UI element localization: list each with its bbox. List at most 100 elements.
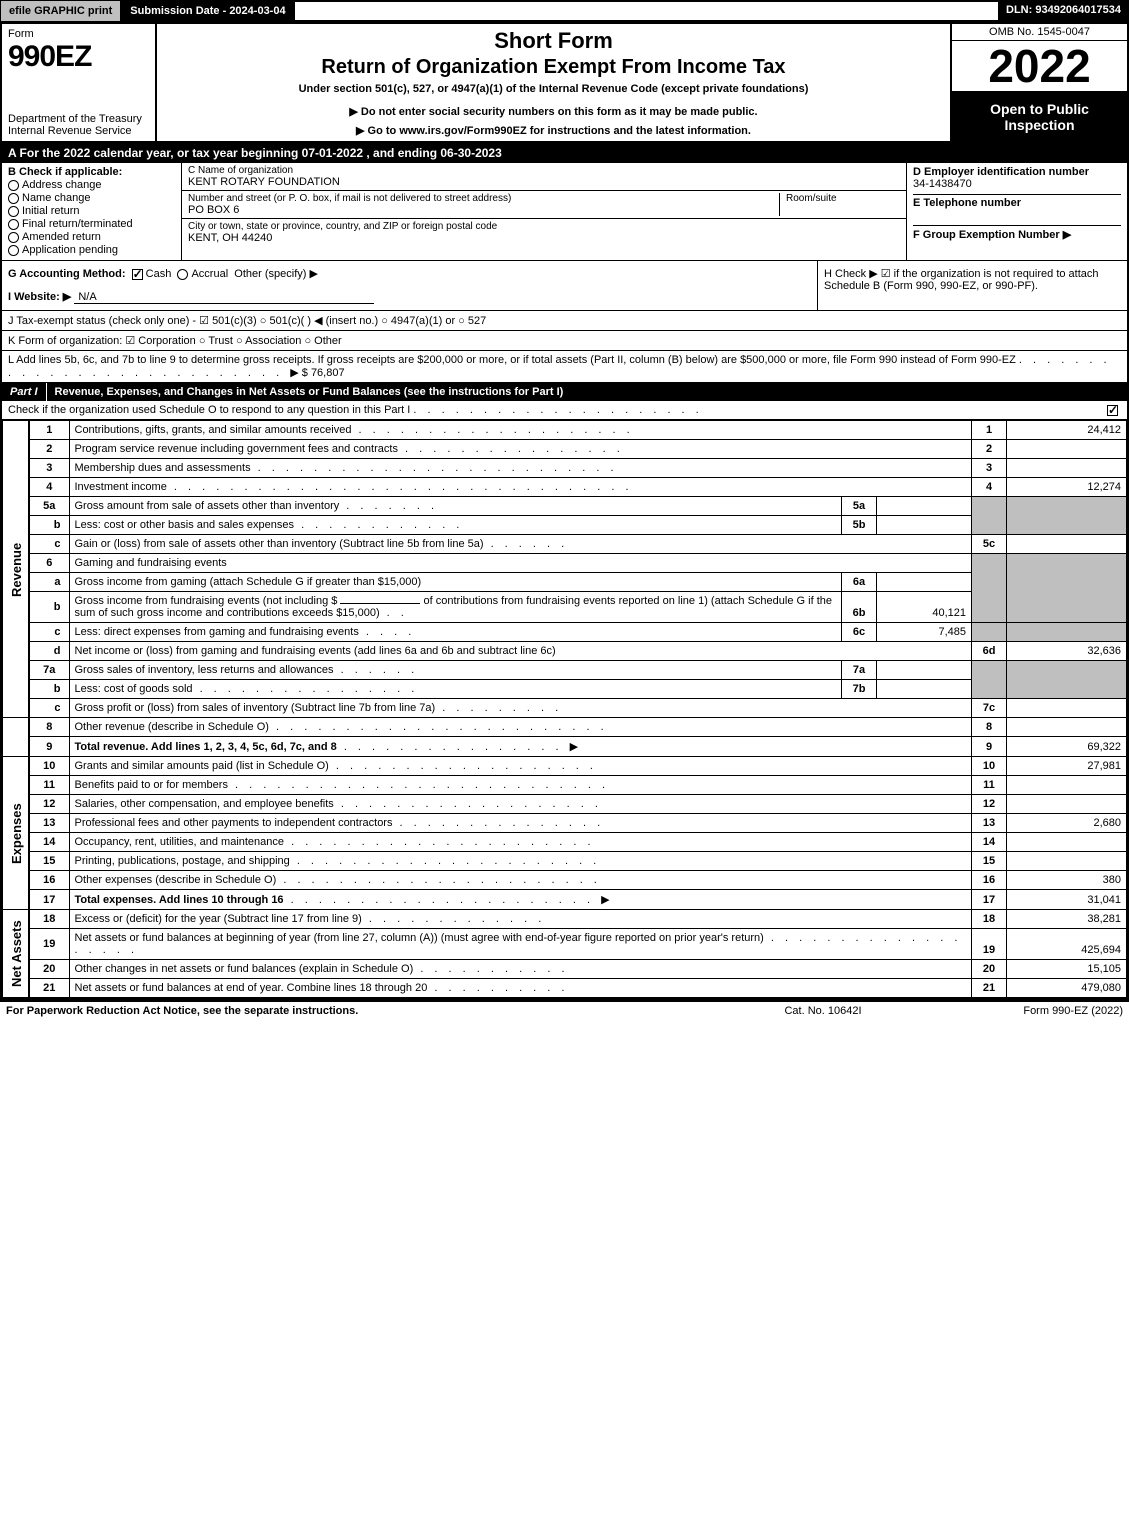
line-20-desc: Other changes in net assets or fund bala…: [69, 960, 972, 979]
line-20-ref: 20: [972, 960, 1007, 979]
check-final-return[interactable]: Final return/terminated: [8, 218, 175, 230]
check-cash[interactable]: [132, 269, 143, 280]
part-1-header: Part I Revenue, Expenses, and Changes in…: [2, 383, 1127, 401]
line-8-amount: [1007, 718, 1127, 737]
line-8-no: 8: [29, 718, 69, 737]
line-4-desc: Investment income . . . . . . . . . . . …: [69, 478, 972, 497]
line-7c-ref: 7c: [972, 699, 1007, 718]
form-header: Form 990EZ Department of the Treasury In…: [2, 24, 1127, 143]
line-12-desc: Salaries, other compensation, and employ…: [69, 795, 972, 814]
line-9-amount: 69,322: [1007, 737, 1127, 757]
row-l-amount: ▶ $ 76,807: [290, 367, 344, 379]
line-6c-shaded: [972, 623, 1007, 642]
col-g-i: G Accounting Method: Cash Accrual Other …: [2, 261, 817, 310]
line-7c-desc: Gross profit or (loss) from sales of inv…: [69, 699, 972, 718]
line-9-ref: 9: [972, 737, 1007, 757]
line-5c-desc: Gain or (loss) from sale of assets other…: [69, 535, 972, 554]
line-6b-desc: Gross income from fundraising events (no…: [69, 592, 842, 623]
line-6d-desc: Net income or (loss) from gaming and fun…: [69, 642, 972, 661]
room-label: Room/suite: [786, 193, 900, 204]
website-value: N/A: [74, 291, 374, 304]
line-7c-amount: [1007, 699, 1127, 718]
line-5b-no: b: [29, 516, 69, 535]
line-6b-inner-no: 6b: [842, 592, 877, 623]
line-5c-ref: 5c: [972, 535, 1007, 554]
schedule-o-text: Check if the organization used Schedule …: [8, 404, 1101, 416]
line-15-amount: [1007, 852, 1127, 871]
line-2-amount: [1007, 440, 1127, 459]
line-7a-no: 7a: [29, 661, 69, 680]
topbar-spacer: [295, 0, 998, 22]
line-17-ref: 17: [972, 890, 1007, 910]
line-7-shaded-amt: [1007, 661, 1127, 699]
line-5b-inner-no: 5b: [842, 516, 877, 535]
check-amended-return[interactable]: Amended return: [8, 231, 175, 243]
line-17-no: 17: [29, 890, 69, 910]
city-value: KENT, OH 44240: [188, 232, 900, 244]
row-k: K Form of organization: ☑ Corporation ○ …: [2, 331, 1127, 351]
check-accrual[interactable]: [177, 269, 188, 280]
form-label: Form: [8, 28, 149, 40]
line-6b-no: b: [29, 592, 69, 623]
row-l: L Add lines 5b, 6c, and 7b to line 9 to …: [2, 351, 1127, 383]
header-center: Short Form Return of Organization Exempt…: [157, 24, 952, 141]
line-5-shaded: [972, 497, 1007, 535]
schedule-o-checkbox[interactable]: [1107, 405, 1118, 416]
tax-year: 2022: [952, 41, 1127, 92]
line-14-amount: [1007, 833, 1127, 852]
row-i: I Website: ▶ N/A: [8, 290, 811, 304]
schedule-o-check-row: Check if the organization used Schedule …: [2, 401, 1127, 420]
line-3-ref: 3: [972, 459, 1007, 478]
inspection-notice: Open to Public Inspection: [952, 92, 1127, 141]
line-4-no: 4: [29, 478, 69, 497]
group-exemption-label: F Group Exemption Number ▶: [913, 228, 1121, 241]
notice-link: ▶ Go to www.irs.gov/Form990EZ for instru…: [165, 124, 942, 137]
line-10-desc: Grants and similar amounts paid (list in…: [69, 757, 972, 776]
phone-value: [913, 209, 1121, 221]
check-initial-return[interactable]: Initial return: [8, 205, 175, 217]
line-13-desc: Professional fees and other payments to …: [69, 814, 972, 833]
line-19-amount: 425,694: [1007, 929, 1127, 960]
line-6b-inner-val: 40,121: [877, 592, 972, 623]
line-5c-no: c: [29, 535, 69, 554]
check-application-pending[interactable]: Application pending: [8, 244, 175, 256]
check-address-change[interactable]: Address change: [8, 179, 175, 191]
part-1-table: Revenue 1 Contributions, gifts, grants, …: [2, 420, 1127, 998]
dln-label: DLN: 93492064017534: [998, 0, 1129, 22]
line-5b-inner-val: [877, 516, 972, 535]
line-7c-no: c: [29, 699, 69, 718]
box-b-label: B Check if applicable:: [8, 166, 175, 178]
org-name-label: C Name of organization: [188, 165, 900, 176]
footer-cat-no: Cat. No. 10642I: [723, 1005, 923, 1017]
line-16-amount: 380: [1007, 871, 1127, 890]
box-b: B Check if applicable: Address change Na…: [2, 163, 182, 260]
line-5a-no: 5a: [29, 497, 69, 516]
line-6-shaded-amt: [1007, 554, 1127, 623]
line-6d-amount: 32,636: [1007, 642, 1127, 661]
omb-number: OMB No. 1545-0047: [952, 24, 1127, 41]
accounting-other-label: Other (specify) ▶: [234, 268, 318, 280]
submission-date-button[interactable]: Submission Date - 2024-03-04: [121, 0, 294, 22]
line-6c-desc: Less: direct expenses from gaming and fu…: [69, 623, 842, 642]
line-19-ref: 19: [972, 929, 1007, 960]
line-6c-no: c: [29, 623, 69, 642]
line-1-desc: Contributions, gifts, grants, and simila…: [69, 421, 972, 440]
line-10-no: 10: [29, 757, 69, 776]
row-g: G Accounting Method: Cash Accrual Other …: [8, 267, 811, 280]
efile-print-button[interactable]: efile GRAPHIC print: [0, 0, 121, 22]
line-13-amount: 2,680: [1007, 814, 1127, 833]
accounting-method-label: G Accounting Method:: [8, 268, 126, 280]
street-value: PO BOX 6: [188, 204, 773, 216]
line-21-amount: 479,080: [1007, 979, 1127, 998]
line-1-no: 1: [29, 421, 69, 440]
form-number: 990EZ: [8, 40, 149, 74]
line-5-shaded-amt: [1007, 497, 1127, 535]
line-10-amount: 27,981: [1007, 757, 1127, 776]
line-4-ref: 4: [972, 478, 1007, 497]
box-c: C Name of organization KENT ROTARY FOUND…: [182, 163, 907, 260]
row-b-c-d: B Check if applicable: Address change Na…: [2, 163, 1127, 261]
check-name-change[interactable]: Name change: [8, 192, 175, 204]
line-11-desc: Benefits paid to or for members . . . . …: [69, 776, 972, 795]
page-footer: For Paperwork Reduction Act Notice, see …: [0, 1000, 1129, 1020]
line-7a-desc: Gross sales of inventory, less returns a…: [69, 661, 842, 680]
